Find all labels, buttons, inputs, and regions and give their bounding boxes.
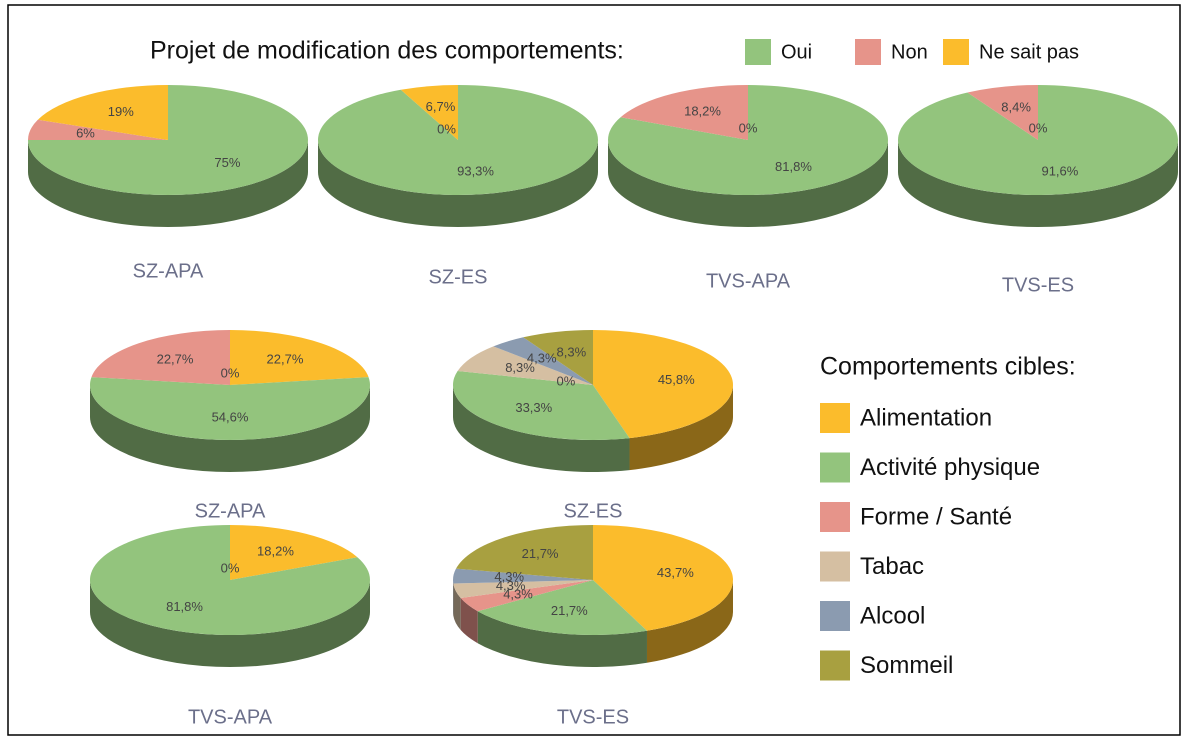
slice-side (90, 580, 370, 667)
slice-label: 21,7% (551, 603, 588, 618)
slice-side (646, 580, 733, 663)
slice-side (608, 140, 888, 227)
legend-swatch (745, 39, 771, 65)
legend-swatch (820, 452, 850, 483)
slice (457, 346, 593, 385)
slice-label: 4,3% (496, 578, 526, 593)
slice (230, 525, 358, 580)
slice-label: 81,8% (166, 599, 203, 614)
slice-label: 43,7% (657, 565, 694, 580)
slice-label: 93,3% (457, 164, 494, 179)
slice-label: 22,7% (157, 351, 194, 366)
slice-label: 81,8% (775, 159, 812, 174)
slice-label: 45,8% (658, 372, 695, 387)
slice (455, 525, 593, 580)
legend-label: Ne sait pas (979, 41, 1079, 63)
legend-title: Comportements cibles: (820, 353, 1076, 381)
slice-label: 0% (557, 374, 576, 389)
slice (620, 85, 748, 140)
slice (453, 568, 593, 584)
legend-label: Oui (781, 41, 812, 63)
slice (460, 580, 593, 612)
slice (400, 85, 458, 140)
slice-side (629, 385, 733, 471)
pie-title: SZ-ES (564, 500, 623, 522)
legend-label: Forme / Santé (860, 503, 1012, 530)
legend-swatch (820, 650, 850, 681)
slice-label: 0% (739, 120, 758, 135)
legend-label: Alimentation (860, 404, 992, 431)
slice (230, 330, 369, 385)
slice (453, 370, 630, 440)
legend-label: Alcool (860, 602, 925, 629)
slice-label: 8,3% (557, 345, 587, 360)
pie-title: TVS-APA (188, 706, 273, 728)
pie-title: SZ-APA (195, 500, 266, 522)
slice-side (477, 611, 647, 667)
slice-side (898, 140, 1178, 227)
legend-label: Tabac (860, 553, 924, 580)
slice-label: 54,6% (212, 409, 249, 424)
slice (523, 330, 593, 385)
slice-side (28, 140, 308, 227)
pie-title: TVS-APA (706, 270, 791, 292)
slice (593, 525, 734, 631)
slice-label: 19% (108, 104, 134, 119)
legend-swatch (820, 403, 850, 433)
legend-label: Non (891, 41, 928, 63)
slice-side (318, 140, 598, 227)
slice-label: 6,7% (426, 99, 456, 114)
legend-swatch (820, 551, 850, 582)
legend-swatch (855, 39, 881, 65)
slice-label: 4,3% (527, 350, 557, 365)
slice (493, 337, 593, 385)
legend-swatch (820, 502, 850, 532)
slice-label: 0% (437, 121, 456, 136)
slice-label: 22,7% (267, 351, 304, 366)
slice-side (453, 385, 630, 472)
slice-label: 4,3% (503, 586, 533, 601)
slice-label: 33,3% (515, 400, 552, 415)
pie-title: TVS-ES (1002, 274, 1074, 296)
slice (477, 580, 647, 636)
legend-swatch (943, 39, 969, 65)
slice-label: 4,3% (494, 569, 524, 584)
slice-label: 8,3% (505, 360, 535, 375)
legend-label: Activité physique (860, 454, 1040, 481)
pie-title: TVS-ES (557, 706, 629, 728)
slice-side (453, 583, 461, 630)
pie-title: SZ-APA (133, 260, 204, 282)
slice (967, 85, 1038, 140)
slice-label: 0% (221, 560, 240, 575)
legend-title: Projet de modification des comportements… (150, 37, 624, 65)
legend-label: Sommeil (860, 652, 953, 679)
slice-label: 75% (214, 155, 240, 170)
slice (89, 377, 371, 440)
slice-label: 18,2% (684, 104, 721, 119)
slice-label: 0% (221, 365, 240, 380)
slice-label: 18,2% (257, 544, 294, 559)
slice (89, 525, 370, 635)
slice-label: 91,6% (1041, 163, 1078, 178)
slice-label: 0% (1029, 120, 1048, 135)
slice (37, 85, 168, 140)
slice-label: 6% (76, 125, 95, 140)
slice (91, 330, 230, 385)
slice-label: 21,7% (522, 546, 559, 561)
slice-label: 8,4% (1001, 100, 1031, 115)
legend-swatch (820, 601, 850, 631)
slice-side (460, 597, 478, 644)
slice-side (90, 385, 370, 472)
slice (593, 330, 733, 439)
pie-title: SZ-ES (429, 266, 488, 288)
slice (453, 580, 593, 598)
slice (28, 119, 168, 140)
